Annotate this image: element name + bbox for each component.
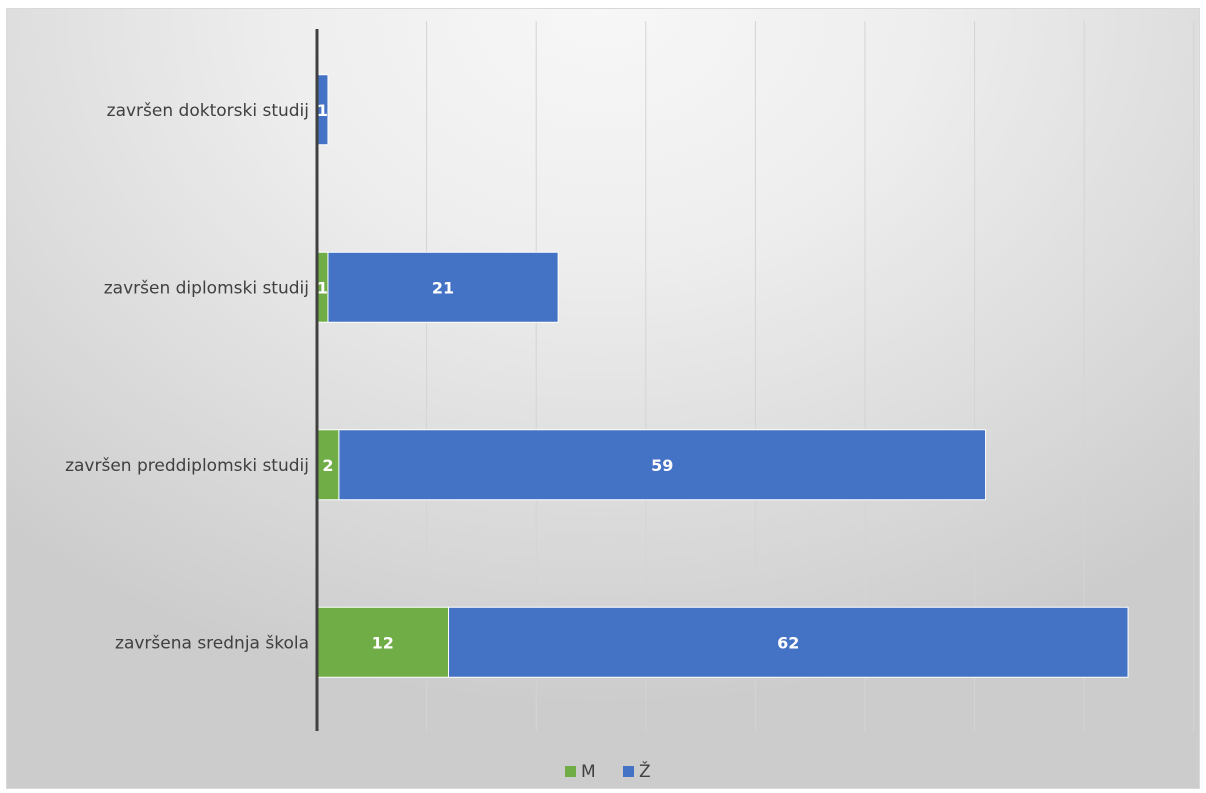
data-label: 1	[317, 101, 328, 120]
category-label: završen doktorski studij	[107, 101, 309, 121]
category-label: završen preddiplomski studij	[65, 456, 309, 476]
data-label: 59	[651, 456, 673, 475]
legend-label-m: M	[581, 762, 596, 782]
legend-swatch-z	[623, 766, 634, 777]
category-label: završen diplomski studij	[104, 278, 309, 298]
data-label: 62	[777, 633, 799, 652]
bar-z	[327, 251, 559, 323]
chart-area: završena srednja škola 12 62 završen preddi…	[6, 8, 1200, 789]
bar-z	[338, 429, 987, 501]
data-label: 1	[317, 278, 328, 297]
legend-swatch-m	[565, 766, 576, 777]
data-label: 2	[322, 456, 333, 475]
data-label: 12	[372, 633, 394, 652]
bar-z	[448, 606, 1129, 678]
category-label: završena srednja škola	[115, 633, 309, 653]
legend-label-z: Ž	[639, 760, 651, 782]
data-label: 21	[432, 278, 454, 297]
